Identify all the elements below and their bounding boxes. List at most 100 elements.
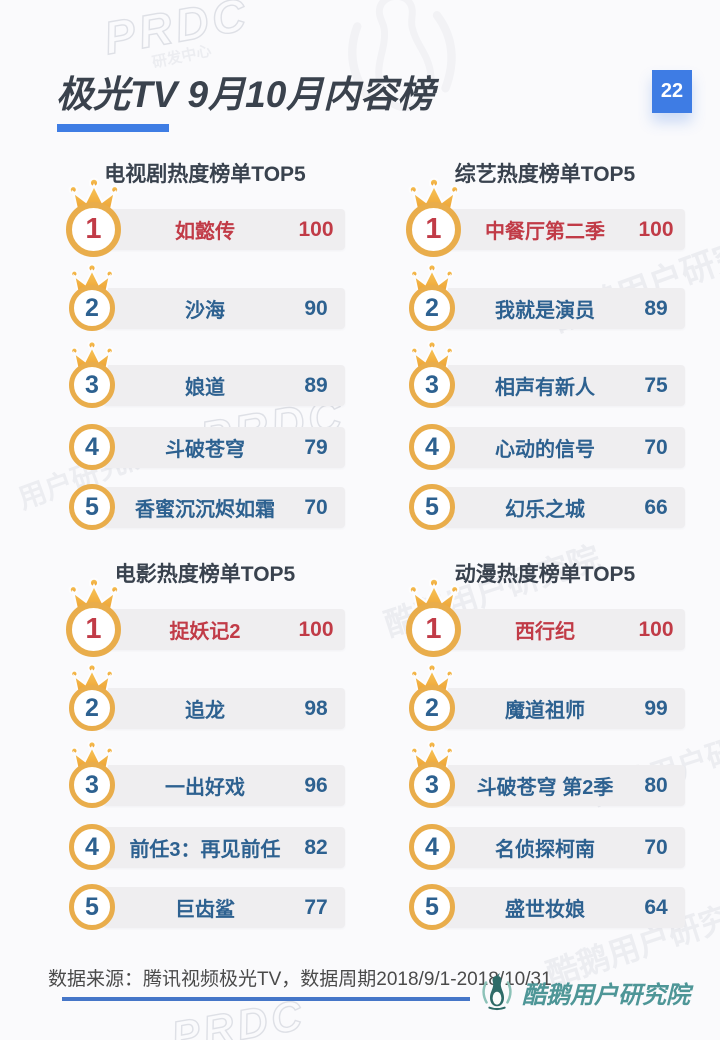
content-title: 追龙 — [185, 700, 225, 722]
heat-score: 82 — [304, 835, 328, 859]
rank-number: 1 — [66, 202, 121, 257]
rank-medal: 4 — [409, 824, 455, 870]
rank-medal: 2 — [409, 663, 455, 731]
rank-bar: 娘道 89 — [103, 365, 345, 406]
rank-number: 5 — [69, 884, 115, 930]
rank-row-movie-1: 捉妖记2 100 1 — [65, 577, 345, 657]
rank-bar: 一出好戏 96 — [103, 765, 345, 806]
rank-bar: 沙海 90 — [103, 288, 345, 329]
rank-medal: 2 — [69, 663, 115, 731]
rank-row-anime-3: 斗破苍穹 第2季 80 3 — [405, 740, 685, 808]
content-title: 我就是演员 — [495, 300, 595, 322]
heat-score: 70 — [644, 835, 668, 859]
heat-score: 100 — [638, 617, 674, 641]
rank-bar: 魔道祖师 99 — [443, 688, 685, 729]
rank-bar: 前任3：再见前任 82 — [103, 827, 345, 868]
brand-name: 酷鹅用户研究院 — [522, 981, 690, 1009]
section-title: 电影热度榜单TOP5 — [114, 563, 296, 586]
content-title: 名侦探柯南 — [495, 839, 595, 861]
section-title: 动漫热度榜单TOP5 — [454, 563, 636, 586]
rank-row-anime-1: 西行纪 100 1 — [405, 577, 685, 657]
content-title: 娘道 — [185, 377, 225, 399]
rank-row-tv-2: 沙海 90 2 — [65, 263, 345, 331]
goose-watermark-icon — [348, 0, 456, 112]
rank-number: 5 — [409, 884, 455, 930]
rank-bar: 心动的信号 70 — [443, 427, 685, 468]
rank-row-movie-4: 前任3：再见前任 82 4 — [65, 824, 345, 870]
rank-number: 3 — [69, 762, 115, 808]
section-anime: 动漫热度榜单TOP5 西行纪 100 1 魔道祖师 99 2 斗破苍穹 第2季 80 3 名侦探柯… — [405, 550, 685, 942]
heat-score: 64 — [644, 895, 668, 919]
content-title: 西行纪 — [515, 621, 575, 643]
content-title: 斗破苍穹 — [165, 439, 245, 461]
content-title: 盛世妆娘 — [505, 899, 585, 921]
rank-medal: 4 — [69, 824, 115, 870]
rank-bar: 斗破苍穹 第2季 80 — [443, 765, 685, 806]
rank-bar: 追龙 98 — [103, 688, 345, 729]
rank-medal: 1 — [66, 177, 121, 257]
rank-medal: 3 — [69, 740, 115, 808]
rank-row-tv-1: 如懿传 100 1 — [65, 177, 345, 257]
rank-number: 3 — [69, 362, 115, 408]
heat-score: 79 — [304, 435, 328, 459]
rank-medal: 1 — [406, 177, 461, 257]
rank-number: 4 — [409, 824, 455, 870]
rank-medal: 1 — [406, 577, 461, 657]
rank-bar: 香蜜沉沉烬如霜 70 — [103, 487, 345, 528]
section-variety: 综艺热度榜单TOP5 中餐厅第二季 100 1 我就是演员 89 2 相声有新人 75 3 心动的… — [405, 150, 685, 542]
rank-number: 4 — [69, 424, 115, 470]
rank-number: 3 — [409, 362, 455, 408]
rank-number: 1 — [406, 202, 461, 257]
content-title: 斗破苍穹 第2季 — [476, 777, 614, 799]
rank-row-variety-3: 相声有新人 75 3 — [405, 340, 685, 408]
rank-number: 3 — [409, 762, 455, 808]
heat-score: 66 — [644, 495, 668, 519]
rank-number: 1 — [406, 602, 461, 657]
content-title: 相声有新人 — [495, 377, 595, 399]
rank-row-tv-3: 娘道 89 3 — [65, 340, 345, 408]
rank-row-variety-4: 心动的信号 70 4 — [405, 424, 685, 470]
content-title: 一出好戏 — [165, 777, 245, 799]
footer-divider-line — [62, 997, 470, 1001]
content-title: 沙海 — [185, 300, 225, 322]
content-title: 捉妖记2 — [169, 621, 241, 643]
rank-bar: 巨齿鲨 77 — [103, 887, 345, 928]
rank-number: 2 — [69, 685, 115, 731]
heat-score: 75 — [644, 373, 668, 397]
rank-row-movie-3: 一出好戏 96 3 — [65, 740, 345, 808]
section-movie: 电影热度榜单TOP5 捉妖记2 100 1 追龙 98 2 一出好戏 96 3 前任3：再见前任 8… — [65, 550, 345, 942]
rank-number: 2 — [409, 285, 455, 331]
rank-number: 1 — [66, 602, 121, 657]
heat-score: 90 — [304, 296, 328, 320]
heat-score: 80 — [644, 773, 668, 797]
rank-row-anime-5: 盛世妆娘 64 5 — [405, 884, 685, 930]
rank-bar: 相声有新人 75 — [443, 365, 685, 406]
rank-bar: 盛世妆娘 64 — [443, 887, 685, 928]
data-source-note: 数据来源：腾讯视频极光TV，数据周期2018/9/1-2018/10/31 — [48, 969, 552, 990]
content-title: 中餐厅第二季 — [485, 221, 605, 243]
goose-icon — [482, 973, 512, 1011]
rank-medal: 5 — [409, 884, 455, 930]
heat-score: 100 — [298, 617, 334, 641]
rank-bar: 西行纪 100 — [443, 609, 685, 650]
rank-bar: 斗破苍穹 79 — [103, 427, 345, 468]
content-title: 心动的信号 — [495, 439, 595, 461]
content-title: 魔道祖师 — [505, 700, 585, 722]
rank-bar: 幻乐之城 66 — [443, 487, 685, 528]
rank-medal: 5 — [69, 884, 115, 930]
section-title: 电视剧热度榜单TOP5 — [104, 163, 306, 186]
heat-score: 98 — [304, 696, 328, 720]
rank-row-variety-1: 中餐厅第二季 100 1 — [405, 177, 685, 257]
rank-medal: 3 — [69, 340, 115, 408]
rank-row-movie-2: 追龙 98 2 — [65, 663, 345, 731]
brand-logo: 酷鹅用户研究院 — [478, 972, 690, 1012]
rank-medal: 4 — [69, 424, 115, 470]
rank-medal: 3 — [409, 340, 455, 408]
rank-medal: 1 — [66, 577, 121, 657]
content-title: 幻乐之城 — [505, 499, 585, 521]
rank-number: 2 — [409, 685, 455, 731]
rank-number: 5 — [409, 484, 455, 530]
rank-row-anime-4: 名侦探柯南 70 4 — [405, 824, 685, 870]
section-tv-drama: 电视剧热度榜单TOP5 如懿传 100 1 沙海 90 2 娘道 89 3 斗破苍穹 79 4 香蜜沉沉… — [65, 150, 345, 542]
